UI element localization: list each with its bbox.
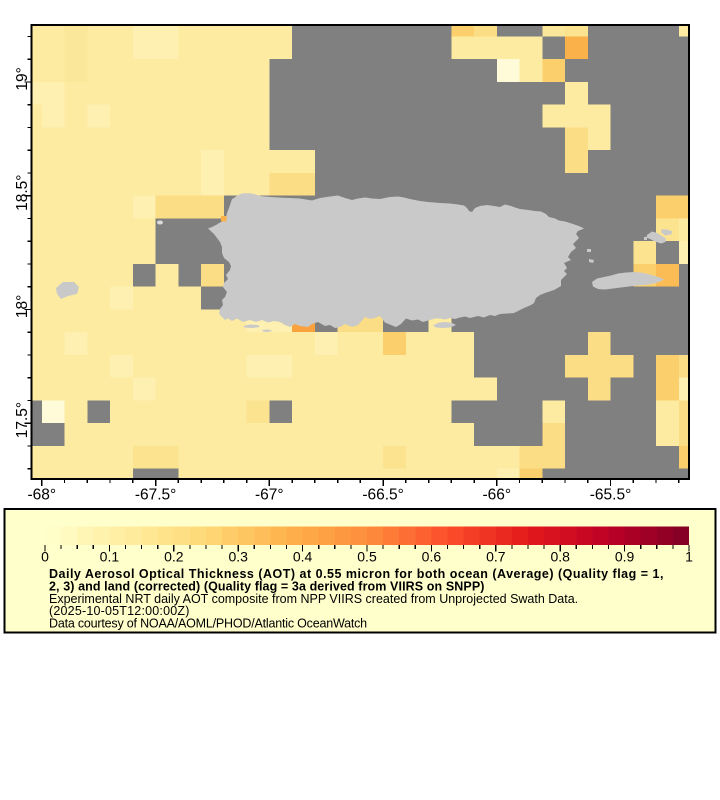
svg-text:0: 0 <box>41 549 49 565</box>
svg-text:0.3: 0.3 <box>228 549 248 565</box>
svg-text:Data courtesy of NOAA/AOML/PHO: Data courtesy of NOAA/AOML/PHOD/Atlantic… <box>49 617 367 631</box>
svg-text:-65.5°: -65.5° <box>590 487 632 504</box>
svg-text:-67°: -67° <box>255 487 284 504</box>
svg-text:2, 3) and land (corrected) (Qu: 2, 3) and land (corrected) (Quality flag… <box>49 580 485 594</box>
svg-text:Daily Aerosol Optical Thicknes: Daily Aerosol Optical Thickness (AOT) at… <box>49 567 664 581</box>
svg-text:18°: 18° <box>14 295 31 318</box>
svg-text:0.7: 0.7 <box>486 549 506 565</box>
svg-text:0.1: 0.1 <box>100 549 120 565</box>
svg-text:1: 1 <box>685 549 693 565</box>
svg-text:-66.5°: -66.5° <box>362 487 404 504</box>
svg-text:17.5°: 17.5° <box>14 402 31 438</box>
svg-text:0.4: 0.4 <box>293 549 313 565</box>
svg-text:Experimental NRT daily AOT com: Experimental NRT daily AOT composite fro… <box>49 592 578 606</box>
svg-text:(2025-10-05T12:00:00Z): (2025-10-05T12:00:00Z) <box>49 604 190 618</box>
svg-text:0.5: 0.5 <box>357 549 377 565</box>
svg-text:-68°: -68° <box>27 487 56 504</box>
svg-text:19°: 19° <box>14 67 31 90</box>
svg-text:-66°: -66° <box>482 487 511 504</box>
svg-text:0.6: 0.6 <box>422 549 442 565</box>
svg-text:-67.5°: -67.5° <box>135 487 177 504</box>
svg-text:18.5°: 18.5° <box>14 175 31 211</box>
svg-text:0.2: 0.2 <box>164 549 184 565</box>
svg-text:0.8: 0.8 <box>550 549 570 565</box>
svg-text:0.9: 0.9 <box>615 549 635 565</box>
